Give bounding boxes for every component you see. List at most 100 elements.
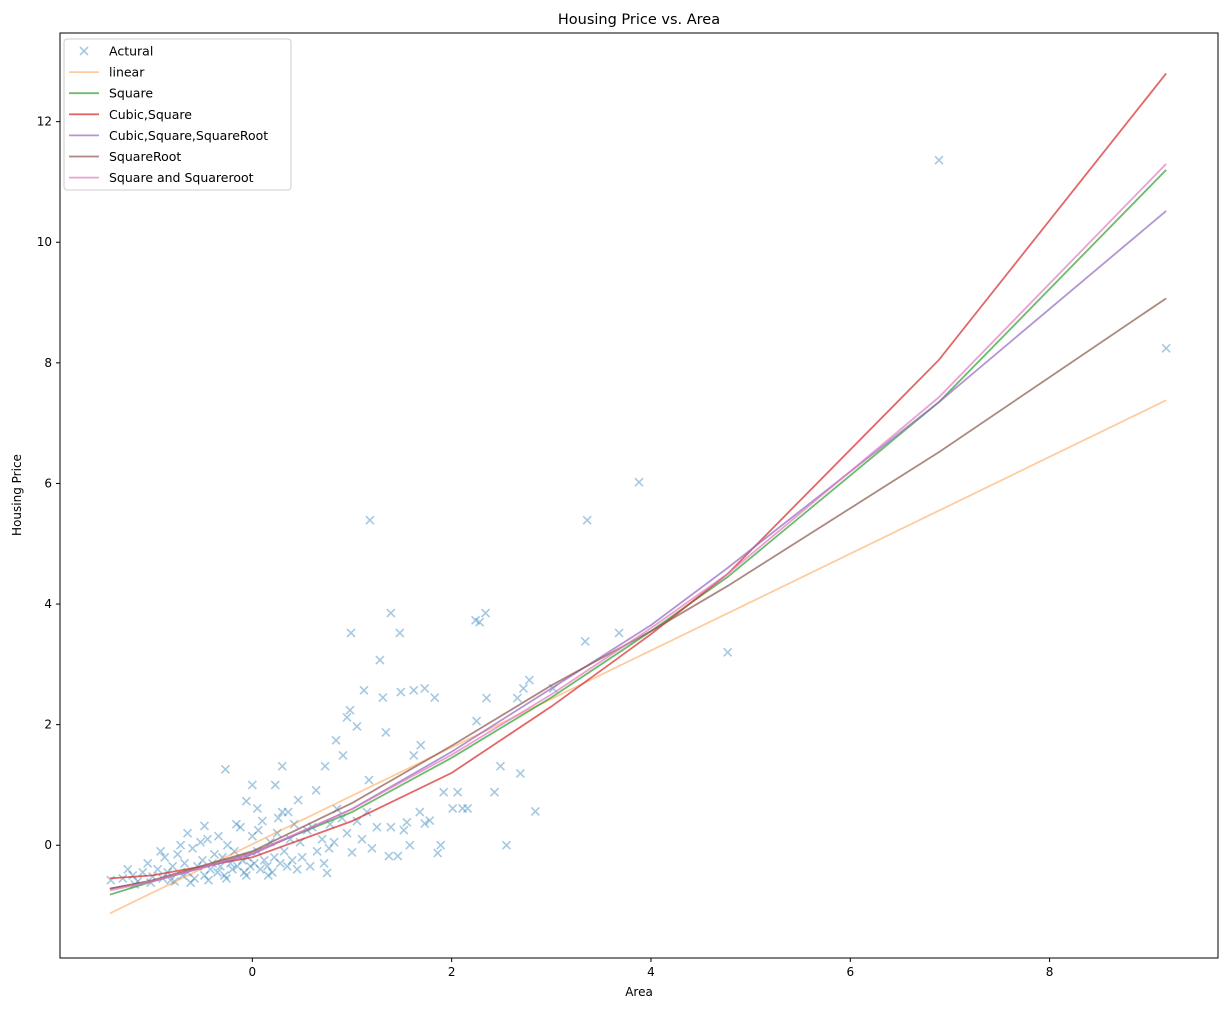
- scatter-point: [439, 787, 449, 797]
- legend-label: Actural: [109, 44, 153, 59]
- scatter-point: [317, 834, 327, 844]
- scatter-point: [512, 693, 522, 703]
- scatter-point: [324, 843, 334, 853]
- scatter-point: [160, 852, 170, 862]
- scatter-point: [934, 155, 944, 165]
- scatter-point: [305, 861, 315, 871]
- scatter-point: [430, 692, 440, 703]
- scatter-point: [378, 692, 388, 703]
- scatter-point: [364, 775, 374, 785]
- scatter-point: [277, 761, 287, 771]
- scatter-point: [614, 628, 624, 638]
- scatter-point: [458, 803, 468, 814]
- scatter-point: [247, 831, 257, 841]
- scatter-point: [320, 761, 330, 771]
- scatter-point: [1161, 343, 1171, 353]
- legend-label: Square: [109, 86, 153, 101]
- scatter-point: [367, 843, 377, 853]
- scatter-point: [297, 852, 307, 862]
- scatter-point: [168, 861, 178, 871]
- scatter-point: [245, 861, 255, 871]
- y-tick-label: 12: [37, 115, 52, 129]
- y-tick-label: 8: [44, 356, 52, 370]
- scatter-point: [292, 864, 302, 874]
- scatter-point: [582, 515, 592, 525]
- scatter-point: [393, 851, 403, 861]
- axes-frame: [59, 32, 1219, 959]
- x-tick-label: 0: [249, 965, 257, 979]
- scatter-point: [346, 628, 356, 638]
- y-axis: 0 2 4 6 8 10 12: [37, 115, 60, 852]
- x-tick-label: 6: [846, 965, 854, 979]
- scatter-point: [634, 477, 644, 487]
- scatter-point: [415, 807, 425, 817]
- scatter-point: [176, 840, 186, 850]
- scatter-point: [231, 819, 241, 829]
- y-tick-label: 6: [44, 476, 52, 490]
- scatter-point: [489, 787, 500, 797]
- scatter-point: [470, 615, 481, 625]
- scatter-point: [518, 683, 528, 694]
- legend-label: Cubic,Square: [109, 107, 192, 122]
- scatter-point: [580, 636, 590, 646]
- scatter-point: [257, 816, 267, 826]
- scatter-point: [213, 831, 224, 841]
- y-tick-label: 2: [44, 718, 52, 732]
- scatter-point: [269, 852, 279, 862]
- scatter-point: [386, 822, 396, 832]
- scatter-point: [352, 816, 362, 826]
- plot-area: [106, 72, 1171, 915]
- scatter-point: [173, 849, 183, 859]
- scatter-point: [515, 768, 525, 779]
- scatter-point: [180, 858, 190, 868]
- series-line-cubic-square: [109, 72, 1167, 880]
- scatter-point: [453, 787, 463, 797]
- scatter-point: [375, 655, 385, 665]
- scatter-point: [365, 515, 375, 525]
- scatter-point: [342, 828, 352, 838]
- scatter-point: [395, 628, 405, 638]
- x-axis-label: Area: [625, 985, 653, 999]
- scatter-point: [277, 807, 287, 817]
- scatter-point: [282, 861, 292, 871]
- scatter-point: [331, 735, 341, 745]
- scatter-point: [275, 858, 285, 868]
- scatter-point: [252, 803, 262, 814]
- scatter-point: [209, 849, 220, 859]
- scatter-point: [221, 873, 231, 883]
- scatter-point: [416, 740, 426, 750]
- scatter-point: [463, 803, 473, 814]
- legend-label: Square and Squareroot: [109, 170, 254, 185]
- scatter-point: [279, 846, 289, 856]
- scatter-point: [342, 712, 352, 722]
- scatter-point: [189, 873, 200, 883]
- legend: Actural linear Square Cubic,Square Cubic,Squ…: [63, 38, 292, 191]
- y-tick-label: 0: [44, 838, 52, 852]
- scatter-point: [222, 840, 232, 850]
- scatter-point: [232, 861, 242, 871]
- scatter-point: [448, 803, 458, 814]
- chart-title: Housing Price vs. Area: [558, 12, 720, 28]
- scatter-point: [289, 819, 299, 829]
- scatter-point: [272, 828, 282, 838]
- scatter-point: [501, 840, 512, 850]
- scatter-point: [202, 834, 213, 844]
- scatter-point: [182, 828, 193, 838]
- scatter-point: [262, 861, 272, 871]
- scatter-point: [118, 873, 128, 883]
- scatter-point: [195, 837, 206, 847]
- scatter-point: [199, 870, 210, 880]
- scatter-point: [156, 846, 166, 856]
- series-line-linear: [109, 399, 1167, 915]
- scatter-point: [399, 825, 409, 835]
- scatter-point: [381, 727, 391, 738]
- scatter-point: [420, 683, 430, 694]
- scatter-point: [311, 785, 321, 795]
- scatter-point: [402, 817, 412, 827]
- legend-label: linear: [109, 65, 145, 80]
- scatter-point: [409, 685, 419, 695]
- scatter-point: [241, 796, 251, 806]
- legend-marker: [79, 46, 89, 56]
- scatter-point: [405, 840, 415, 850]
